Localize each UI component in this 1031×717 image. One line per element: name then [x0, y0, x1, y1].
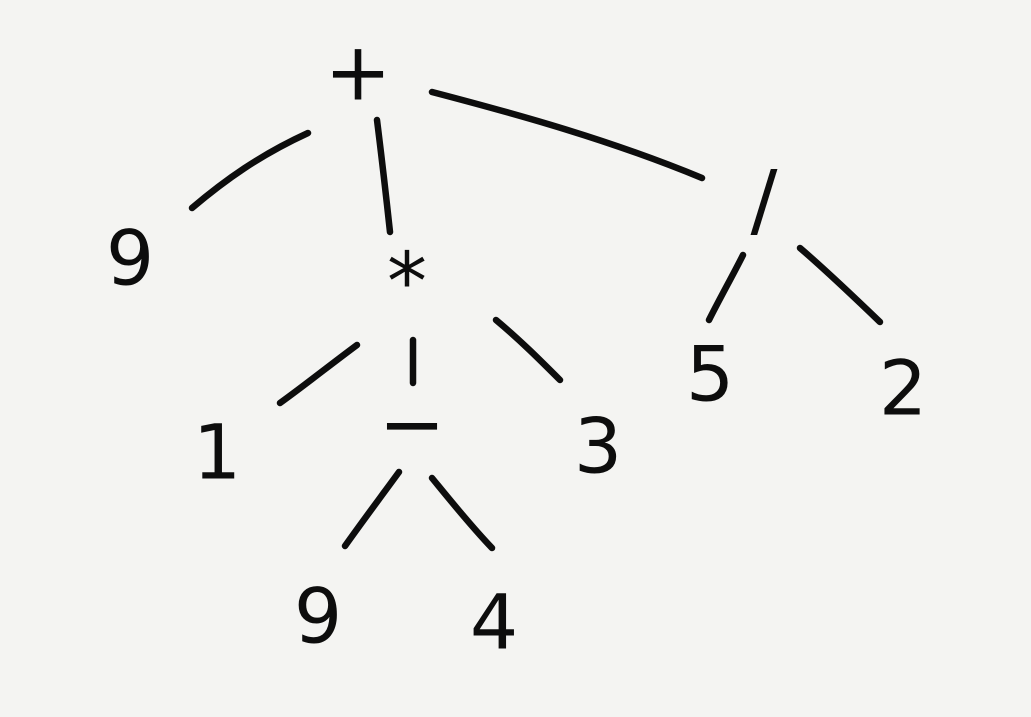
node-leaf-9-lower: 9: [294, 572, 342, 661]
edge-divide-to-5: [705, 251, 747, 324]
node-root-plus: +: [324, 26, 391, 119]
edge-times-to-3: [492, 316, 564, 384]
node-times: *: [387, 236, 427, 329]
tree-edges: [188, 88, 884, 552]
edge-times-to-1: [276, 341, 361, 407]
node-leaf-4: 4: [470, 578, 518, 667]
edge-divide-to-2: [796, 244, 884, 326]
node-leaf-3: 3: [574, 402, 622, 491]
edge-minus-to-4: [428, 474, 496, 552]
node-minus: −: [378, 378, 445, 471]
tree-nodes: + 9 * / 1 − 3 5 2 9 4: [106, 26, 927, 667]
node-leaf-2: 2: [879, 344, 927, 433]
node-leaf-9: 9: [106, 214, 154, 303]
node-leaf-5: 5: [686, 330, 734, 419]
edge-minus-to-9: [341, 468, 403, 550]
edge-plus-to-9: [188, 129, 312, 212]
node-divide: /: [751, 154, 778, 247]
node-leaf-1: 1: [193, 408, 241, 497]
edge-plus-to-times: [373, 116, 394, 236]
edge-plus-to-divide: [428, 88, 706, 182]
